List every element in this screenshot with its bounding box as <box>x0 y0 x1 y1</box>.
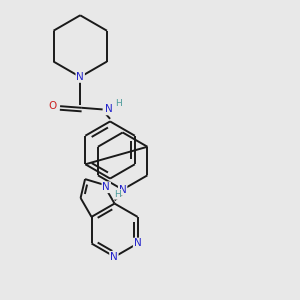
Text: N: N <box>134 238 142 248</box>
Text: N: N <box>76 72 84 82</box>
Text: N: N <box>102 182 110 192</box>
Text: N: N <box>110 252 118 262</box>
Text: H: H <box>115 99 122 108</box>
Text: H: H <box>114 190 121 199</box>
Text: N: N <box>119 184 127 195</box>
Text: N: N <box>105 104 112 114</box>
Text: O: O <box>49 101 57 111</box>
